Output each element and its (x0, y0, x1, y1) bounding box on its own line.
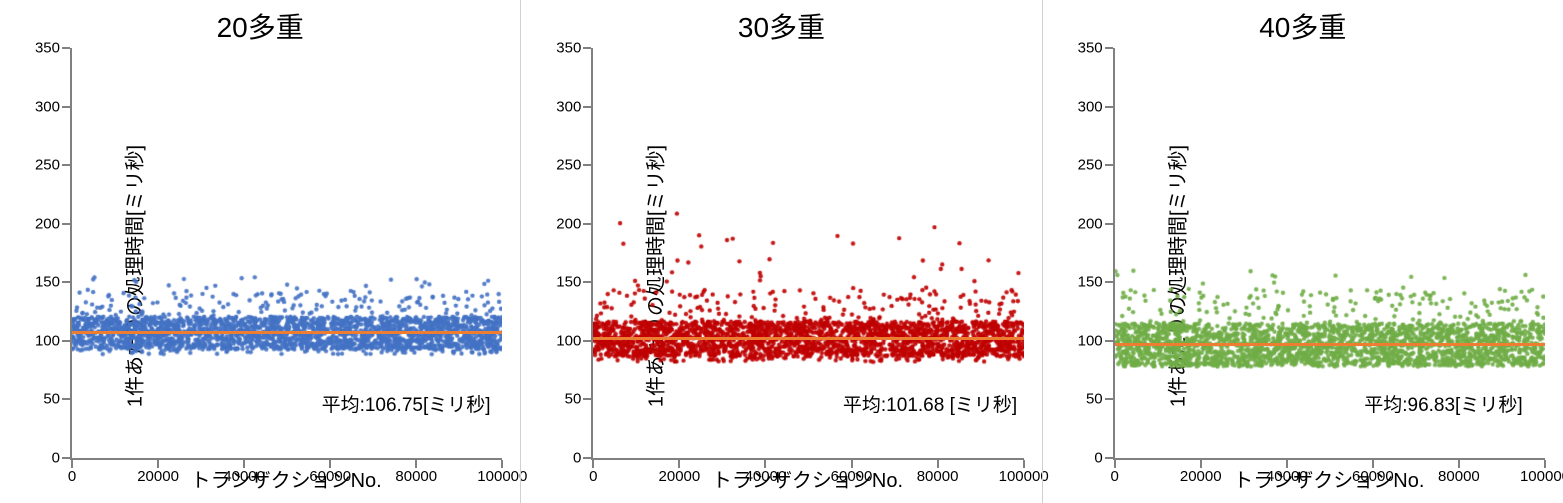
x-tick-label: 40000 (745, 458, 787, 485)
x-axis-label: トランザクションNo. (70, 464, 502, 493)
x-tick-label: 0 (68, 458, 76, 485)
x-tick-label: 20000 (137, 458, 179, 485)
x-tick-label: 40000 (1266, 458, 1308, 485)
y-tick-label: 200 (35, 215, 72, 232)
panel-2: 40多重1件あたりの処理時間[ミリ秒]050100150200250300350… (1042, 0, 1563, 503)
x-axis-label: トランザクションNo. (1113, 464, 1545, 493)
average-label: 平均:106.75[ミリ秒] (322, 390, 491, 417)
x-tick-label: 60000 (309, 458, 351, 485)
panel-title: 40多重 (1259, 6, 1346, 46)
mean-line (1115, 343, 1545, 346)
x-axis-label: トランザクションNo. (591, 464, 1023, 493)
x-tick-label: 20000 (659, 458, 701, 485)
x-tick-label: 40000 (223, 458, 265, 485)
panel-title: 20多重 (217, 6, 304, 46)
chart-row: 20多重1件あたりの処理時間[ミリ秒]050100150200250300350… (0, 0, 1563, 503)
x-tick-label: 60000 (1352, 458, 1394, 485)
y-tick-label: 350 (35, 40, 72, 57)
plot-wrap: 1件あたりの処理時間[ミリ秒]0501001502002503003500200… (521, 48, 1041, 503)
x-tick-label: 80000 (1438, 458, 1480, 485)
mean-line (72, 331, 502, 334)
average-label: 平均:96.83[ミリ秒] (1364, 390, 1522, 417)
y-tick-label: 250 (1078, 157, 1115, 174)
y-tick-label: 50 (565, 391, 594, 408)
y-tick-label: 250 (35, 157, 72, 174)
x-tick-label: 20000 (1180, 458, 1222, 485)
y-tick-label: 100 (1078, 332, 1115, 349)
x-tick-label: 0 (1110, 458, 1118, 485)
y-tick-label: 200 (556, 215, 593, 232)
y-tick-label: 300 (1078, 98, 1115, 115)
y-tick-label: 250 (556, 157, 593, 174)
axes: 0501001502002503003500200004000060000800… (591, 48, 1023, 460)
panel-0: 20多重1件あたりの処理時間[ミリ秒]050100150200250300350… (0, 0, 520, 503)
y-tick-label: 150 (1078, 274, 1115, 291)
x-tick-label: 80000 (917, 458, 959, 485)
axes: 0501001502002503003500200004000060000800… (70, 48, 502, 460)
y-tick-label: 50 (43, 391, 72, 408)
y-tick-label: 300 (35, 98, 72, 115)
panel-1: 30多重1件あたりの処理時間[ミリ秒]050100150200250300350… (520, 0, 1041, 503)
y-tick-label: 300 (556, 98, 593, 115)
plot-wrap: 1件あたりの処理時間[ミリ秒]0501001502002503003500200… (1043, 48, 1563, 503)
mean-line (593, 337, 1023, 340)
y-tick-label: 350 (556, 40, 593, 57)
x-tick-label: 80000 (395, 458, 437, 485)
panel-title: 30多重 (738, 6, 825, 46)
y-tick-label: 150 (35, 274, 72, 291)
y-tick-label: 100 (35, 332, 72, 349)
plot-wrap: 1件あたりの処理時間[ミリ秒]0501001502002503003500200… (0, 48, 520, 503)
average-label: 平均:101.68 [ミリ秒] (843, 390, 1017, 417)
y-tick-label: 50 (1086, 391, 1115, 408)
axes: 0501001502002503003500200004000060000800… (1113, 48, 1545, 460)
x-tick-label: 100000 (1520, 458, 1563, 485)
y-tick-label: 200 (1078, 215, 1115, 232)
y-tick-label: 150 (556, 274, 593, 291)
y-tick-label: 350 (1078, 40, 1115, 57)
x-tick-label: 0 (589, 458, 597, 485)
y-tick-label: 100 (556, 332, 593, 349)
x-tick-label: 60000 (831, 458, 873, 485)
